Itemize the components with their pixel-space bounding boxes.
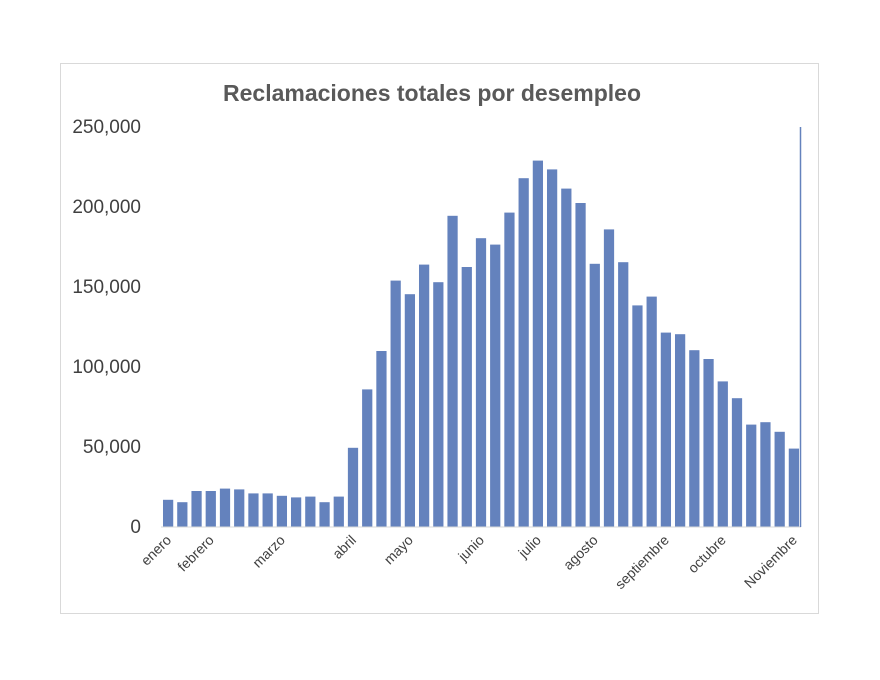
- bar: [376, 351, 387, 527]
- bar: [731, 398, 743, 527]
- chart-title: Reclamaciones totales por desempleo: [223, 80, 641, 106]
- bar: [390, 280, 401, 527]
- x-tick-label: abril: [329, 532, 359, 562]
- y-tick-label: 50,000: [83, 437, 141, 458]
- bar: [305, 496, 316, 527]
- bar: [788, 448, 800, 527]
- bar: [162, 499, 174, 527]
- bar: [504, 212, 515, 527]
- y-tick-label: 250,000: [72, 117, 141, 138]
- y-tick-label: 200,000: [72, 197, 141, 218]
- bar: [760, 422, 771, 527]
- bar: [589, 263, 600, 527]
- chart-svg: Reclamaciones totales por desempleo 0 50,…: [72, 80, 802, 592]
- bar: [447, 215, 458, 528]
- x-tick-label: octubre: [685, 532, 729, 576]
- x-tick-label: mayo: [381, 532, 417, 568]
- bar: [660, 332, 672, 527]
- bar: [404, 294, 416, 527]
- y-axis: 0 50,000 100,000 150,000 200,000 250,000: [72, 117, 141, 538]
- x-tick-label: febrero: [174, 532, 217, 575]
- bar: [575, 203, 586, 527]
- bar: [191, 491, 202, 527]
- bar: [703, 359, 714, 527]
- bar: [518, 178, 529, 527]
- bar: [561, 188, 572, 527]
- bar: [475, 238, 487, 527]
- y-tick-label: 0: [130, 517, 141, 538]
- bar: [532, 160, 544, 527]
- bar: [603, 229, 615, 527]
- x-tick-label: marzo: [249, 532, 288, 571]
- bar: [290, 497, 302, 527]
- bar: [632, 305, 643, 527]
- bar: [333, 496, 344, 527]
- bar: [205, 491, 216, 527]
- bar: [461, 267, 472, 527]
- bar: [347, 447, 359, 527]
- bar: [689, 350, 700, 527]
- bar: [490, 244, 501, 527]
- bar: [362, 389, 373, 527]
- bar: [717, 381, 728, 527]
- chart-frame: Reclamaciones totales por desempleo 0 50,…: [60, 63, 819, 614]
- x-axis: enero febrero marzo abril mayo junio julio agos…: [138, 532, 801, 592]
- bar: [177, 502, 188, 527]
- bar: [276, 495, 288, 527]
- bar: [674, 334, 686, 527]
- y-tick-label: 100,000: [72, 357, 141, 378]
- bar: [618, 262, 629, 527]
- bar: [774, 431, 785, 527]
- x-tick-label: enero: [138, 532, 175, 569]
- x-tick-label: Noviembre: [741, 532, 800, 591]
- y-tick-label: 150,000: [72, 277, 141, 298]
- x-tick-label: septiembre: [612, 532, 672, 592]
- bar: [319, 502, 330, 527]
- x-tick-label: agosto: [560, 532, 601, 573]
- bars: [162, 160, 800, 528]
- bar: [646, 296, 657, 527]
- bar: [433, 282, 444, 527]
- bar: [219, 488, 231, 527]
- bar: [234, 489, 245, 527]
- bar: [418, 264, 430, 527]
- x-tick-label: junio: [454, 532, 487, 565]
- bar: [248, 493, 259, 527]
- bar: [262, 493, 273, 527]
- x-tick-label: julio: [514, 532, 544, 562]
- bar: [746, 424, 757, 527]
- bar: [546, 169, 558, 527]
